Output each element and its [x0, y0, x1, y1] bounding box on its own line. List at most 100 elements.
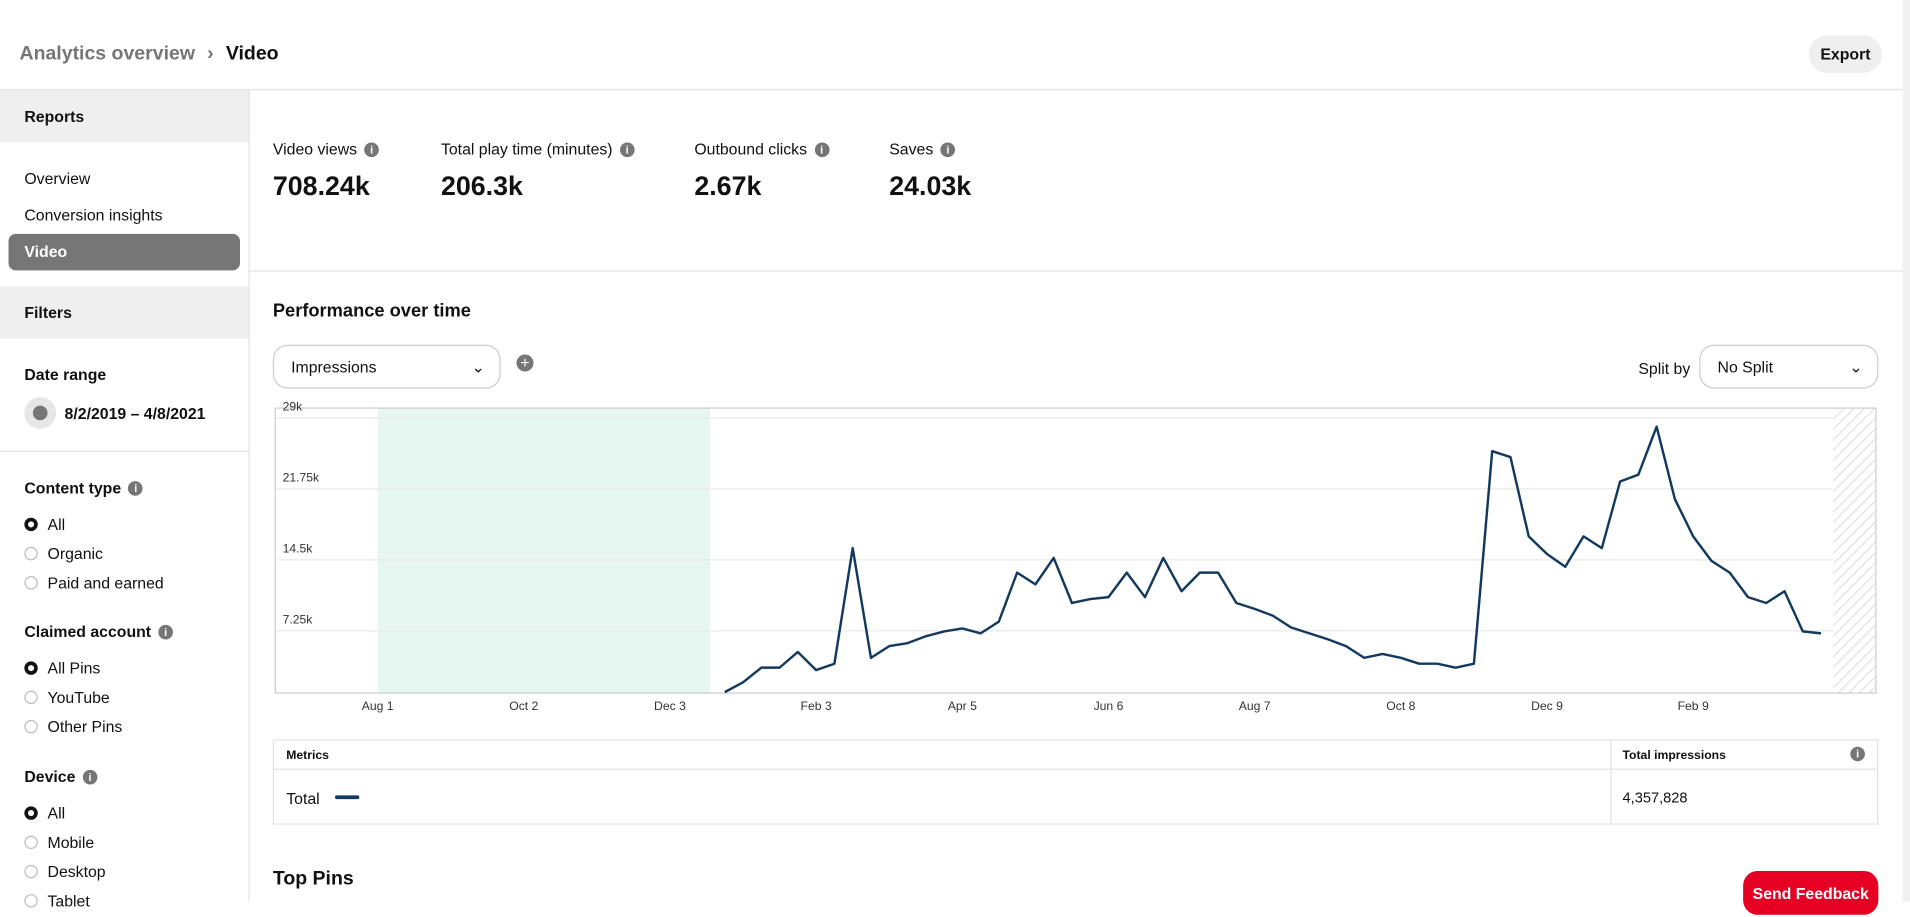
metric-label-text: Outbound clicks [694, 140, 807, 159]
nav-item[interactable]: Conversion insights [24, 205, 163, 225]
x-tick-label: Aug 7 [1239, 699, 1271, 713]
y-tick-label: 29k [283, 402, 304, 414]
y-tick-label: 7.25k [283, 613, 314, 627]
divider [274, 768, 1878, 770]
metrics-table: Metrics Total impressions i Total 4,357,… [272, 739, 1879, 825]
metric-label-text: Video views [272, 140, 358, 159]
radio[interactable] [24, 576, 38, 590]
filters-header: Filters [0, 286, 249, 339]
breadcrumb: Analytics overview › Video [19, 44, 278, 66]
scrollbar [1902, 0, 1910, 902]
info-icon[interactable]: i [940, 142, 956, 158]
plot-frame [274, 407, 1877, 694]
chevron: ⌄ [1849, 358, 1863, 377]
x-tick-label: Feb 3 [801, 699, 832, 713]
metric-value: 24.03k [889, 170, 972, 201]
radio-label[interactable]: Paid and earned [47, 573, 164, 593]
info-icon[interactable]: i [619, 142, 635, 158]
divider [0, 450, 249, 452]
metric-label: Outbound clicks i [694, 140, 829, 158]
radio-label[interactable]: All Pins [47, 658, 101, 678]
radio[interactable] [24, 546, 38, 561]
breadcrumb-current: Video [225, 43, 279, 65]
info-icon[interactable]: i [82, 769, 98, 785]
radio-label[interactable]: All [47, 803, 66, 823]
info-icon[interactable]: i [364, 142, 380, 158]
radio[interactable] [24, 719, 38, 734]
split-select-text: No Split [1717, 358, 1773, 377]
divider [248, 90, 250, 902]
info-icon[interactable]: i [814, 142, 829, 158]
date-range[interactable]: 8/2/2019 – 4/8/2021 [64, 404, 206, 423]
metric-select[interactable]: Impressions ⌄ [272, 344, 501, 389]
table-header: Total impressions [1622, 749, 1726, 763]
radio[interactable] [24, 517, 38, 532]
metric-label: Total play time (minutes) i [441, 140, 635, 158]
x-tick-label: Feb 9 [1678, 699, 1709, 713]
filter-label-text: Claimed account [24, 622, 152, 641]
legend-swatch [334, 795, 360, 800]
section-title: Performance over time [272, 300, 471, 322]
x-tick-label: Dec 9 [1531, 699, 1563, 713]
radio-label[interactable]: Mobile [47, 833, 95, 852]
info-icon[interactable]: i [128, 481, 144, 496]
radio-label[interactable]: YouTube [47, 688, 110, 707]
metric-value: 206.3k [440, 170, 523, 201]
filter-label-text: Content type [24, 478, 122, 497]
metric-select-text: Impressions [291, 358, 377, 377]
x-tick-label: Jun 6 [1094, 699, 1124, 713]
nav-item-active[interactable]: Video [8, 233, 240, 271]
filter-label: Claimed account i [24, 622, 174, 641]
y-tick-label: 21.75k [283, 471, 320, 485]
radio[interactable] [24, 864, 38, 879]
metric-value: 708.24k [272, 170, 370, 201]
filter-label: Content type i [24, 478, 144, 497]
radio-label[interactable]: Desktop [47, 862, 106, 881]
radio-label[interactable]: Other Pins [47, 717, 123, 736]
divider [0, 88, 1910, 91]
filter-label-text: Device [24, 767, 76, 786]
export-button[interactable]: Export [1808, 35, 1882, 74]
metric-label: Saves i [889, 140, 956, 159]
metric-label-text: Saves [889, 140, 934, 159]
breadcrumb-parent[interactable]: Analytics overview [19, 43, 195, 65]
table-cell: 4,357,828 [1622, 789, 1688, 807]
radio[interactable] [24, 806, 38, 820]
nav-item[interactable]: Overview [24, 169, 91, 188]
radio[interactable] [24, 690, 38, 705]
reports-header: Reports [0, 90, 249, 143]
filter-label: Device i [24, 767, 98, 786]
metric-label: Video views i [272, 140, 380, 159]
radio-label[interactable]: All [47, 515, 66, 534]
section-title: Top Pins [272, 868, 354, 890]
add-metric[interactable]: + [516, 354, 534, 372]
x-tick-label: Oct 2 [509, 699, 538, 713]
info-icon[interactable]: i [1850, 746, 1865, 762]
filter-label: Date range [24, 365, 107, 384]
chevron: ⌄ [471, 358, 485, 377]
metric-value: 2.67k [694, 170, 762, 201]
split-select[interactable]: No Split ⌄ [1699, 344, 1879, 389]
radio-label[interactable]: Organic [47, 544, 103, 563]
divider [1610, 740, 1612, 824]
x-tick-label: Oct 8 [1386, 699, 1415, 713]
radio[interactable] [24, 835, 38, 850]
no-data-region [377, 408, 711, 694]
chart: 7.25k 14.5k 21.75k 29k Aug 1 Oct 2 Dec 3 Feb 3 A… [274, 402, 1877, 713]
table-cell: Total [286, 789, 320, 808]
line-series [724, 425, 1822, 694]
separator: › [207, 43, 214, 65]
incomplete-region [1833, 408, 1876, 694]
x-tick-label: Aug 1 [362, 699, 394, 713]
clock-icon [24, 397, 57, 429]
x-tick-label: Apr 5 [948, 699, 977, 713]
feedback-button[interactable]: Send Feedback [1743, 870, 1879, 915]
info-icon[interactable]: i [158, 624, 174, 640]
radio[interactable] [24, 661, 38, 675]
table-header: Metrics [286, 749, 329, 763]
metric-label-text: Total play time (minutes) [440, 140, 613, 159]
x-tick-label: Dec 3 [654, 699, 686, 713]
split-label: Split by [1638, 359, 1691, 378]
